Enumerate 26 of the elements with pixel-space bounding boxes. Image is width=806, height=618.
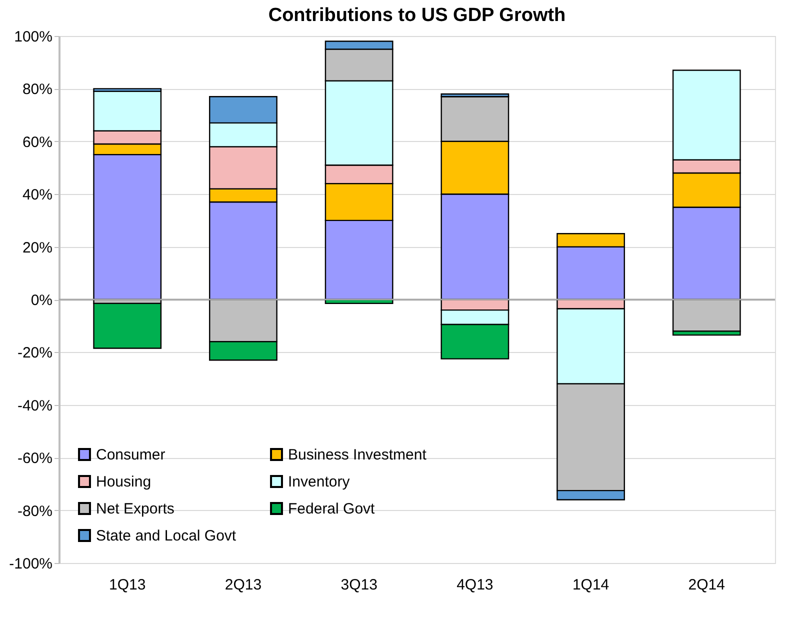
legend-label: Business Investment [288,446,428,464]
x-tick-label: 1Q14 [572,576,610,594]
x-tick-label: 2Q13 [224,576,262,594]
y-tick-label: 60% [22,134,52,151]
x-tick-label: 3Q13 [340,576,378,594]
legend-label: Housing [96,474,152,490]
y-tick-label: -20% [17,344,52,362]
x-tick-label: 1Q13 [109,576,146,594]
chart-title: Contributions to US GDP Growth [268,5,566,26]
y-tick-label: -100% [9,556,52,572]
legend-label: Federal Govt [288,500,376,518]
y-tick-label: 0% [30,292,52,309]
y-tick-label: -60% [17,450,52,468]
y-tick-label: 20% [22,239,52,256]
legend-label: Consumer [96,446,166,464]
legend-label: Inventory [288,474,350,490]
legend-label: State and Local Govt [96,528,237,544]
y-tick-label: -40% [17,397,52,414]
x-tick-label: 2Q14 [688,576,725,594]
y-tick-label: 100% [14,28,52,46]
bar [93,302,162,349]
legend-label: Net Exports [96,500,174,518]
y-tick-label: -80% [17,502,52,520]
x-tick-label: 4Q13 [456,576,494,594]
y-tick-label: 40% [22,186,52,204]
y-tick-label: 80% [22,81,52,98]
